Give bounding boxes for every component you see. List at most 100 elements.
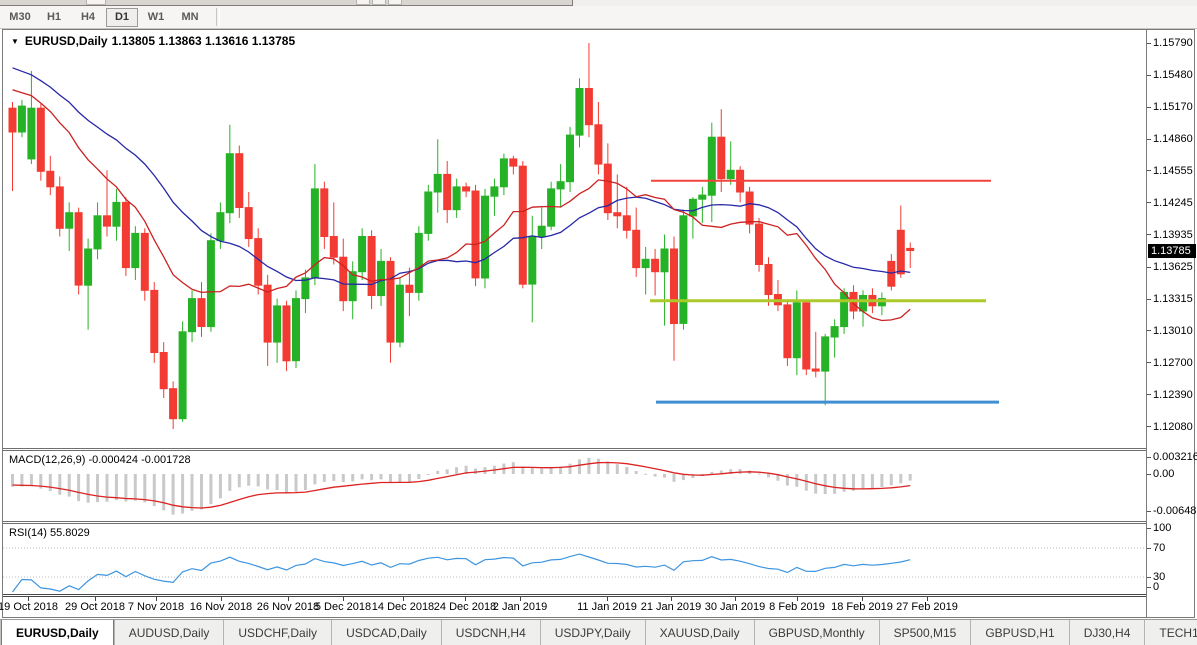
symbol-tab-xauusd-daily[interactable]: XAUUSD,Daily xyxy=(644,620,754,645)
candle-bear xyxy=(386,260,395,343)
macd-histogram-bar xyxy=(634,471,638,474)
candle-bear xyxy=(745,191,754,225)
candle-bear xyxy=(622,215,631,231)
candle-bear xyxy=(509,158,518,167)
symbol-tab-usdcnh-h4[interactable]: USDCNH,H4 xyxy=(440,620,540,645)
candle-bull xyxy=(698,194,707,200)
toolbar-notch xyxy=(388,0,402,5)
current-price-tag: 1.13785 xyxy=(1148,244,1196,258)
rsi-tick-label: 30 xyxy=(1153,571,1166,583)
macd-histogram-bar xyxy=(332,474,336,481)
date-tick-label: 5 Dec 2018 xyxy=(314,601,372,613)
price-axis[interactable]: 1.15790 1.15480 1.15170 1.14860 1.14555 1.142… xyxy=(1146,30,1197,617)
macd-histogram-bar xyxy=(842,474,846,492)
candle-bull xyxy=(660,248,669,273)
macd-histogram-bar xyxy=(568,463,572,474)
time-axis[interactable]: 19 Oct 2018 29 Oct 2018 7 Nov 2018 16 Nov 2… xyxy=(0,597,1146,617)
price-tick-mark xyxy=(1147,394,1151,395)
date-tick-label: 21 Jan 2019 xyxy=(640,601,702,613)
rsi-chart[interactable] xyxy=(3,524,1146,594)
panel-divider[interactable] xyxy=(3,521,1146,524)
date-tick-label: 11 Jan 2019 xyxy=(577,601,637,613)
date-tick-label: 7 Nov 2018 xyxy=(127,601,185,613)
symbol-tab-audusd-daily[interactable]: AUDUSD,Daily xyxy=(113,620,224,645)
candle-bull xyxy=(178,331,187,420)
price-tick-mark xyxy=(1147,43,1151,44)
panel-divider[interactable] xyxy=(3,448,1146,451)
price-tick-label: 1.15170 xyxy=(1153,101,1193,113)
macd-panel[interactable]: MACD(12,26,9) -0.000424 -0.001728 xyxy=(3,451,1146,521)
macd-histogram-bar xyxy=(58,474,62,495)
symbol-tab-usdchf-daily[interactable]: USDCHF,Daily xyxy=(223,620,331,645)
date-tick-label: 29 Oct 2018 xyxy=(65,601,125,613)
candle-bear xyxy=(896,229,905,275)
candlestick-chart[interactable] xyxy=(3,30,1146,448)
candle-bull xyxy=(792,302,801,359)
macd-histogram-bar xyxy=(719,470,723,474)
main-chart-panel[interactable]: ▼ EURUSD,Daily 1.13805 1.13863 1.13616 1.1… xyxy=(3,30,1146,448)
macd-histogram-bar xyxy=(417,474,421,480)
candle-bull xyxy=(547,188,556,227)
collapse-chart-icon[interactable]: ▼ xyxy=(11,37,19,46)
candle-bear xyxy=(613,212,622,217)
macd-histogram-bar xyxy=(833,474,837,494)
date-tick-mark xyxy=(735,597,736,601)
candle-bear xyxy=(670,248,678,324)
macd-histogram-bar xyxy=(313,474,317,485)
macd-tick-mark xyxy=(1147,457,1151,458)
timeframe-button-m30[interactable]: M30 xyxy=(9,10,31,23)
candle-bull xyxy=(499,158,508,188)
macd-tick-mark xyxy=(1147,511,1151,512)
macd-histogram-bar xyxy=(152,474,156,507)
chart-symbol-label: EURUSD,Daily xyxy=(24,34,108,48)
macd-histogram-bar xyxy=(133,474,137,501)
price-tick-mark xyxy=(1147,267,1151,268)
candle-bear xyxy=(764,264,773,295)
symbol-tab-usdjpy-daily[interactable]: USDJPY,Daily xyxy=(539,620,645,645)
candle-bull xyxy=(358,236,367,273)
candle-bear xyxy=(811,368,820,372)
symbol-tab-gbpusd-monthly[interactable]: GBPUSD,Monthly xyxy=(753,620,879,645)
macd-histogram-bar xyxy=(795,474,799,487)
macd-histogram-bar xyxy=(86,474,90,503)
macd-histogram-bar xyxy=(341,474,345,482)
candle-bull xyxy=(65,212,74,229)
candle-bull xyxy=(225,153,234,214)
timeframe-button-mn[interactable]: MN xyxy=(181,10,199,23)
candle-bear xyxy=(197,298,206,328)
timeframe-button-h1[interactable]: H1 xyxy=(46,10,62,23)
candle-bear xyxy=(518,165,527,285)
rsi-tick-label: 70 xyxy=(1153,542,1166,554)
symbol-tab-eurusd-daily[interactable]: EURUSD,Daily xyxy=(1,620,114,645)
macd-histogram-bar xyxy=(615,464,619,474)
tab-bar-grip xyxy=(0,620,1,645)
candle-bull xyxy=(707,136,716,196)
symbol-tab-dj30-h4[interactable]: DJ30,H4 xyxy=(1068,620,1145,645)
macd-histogram-bar xyxy=(653,474,657,477)
macd-histogram-bar xyxy=(445,469,449,474)
macd-histogram-bar xyxy=(266,474,270,490)
macd-histogram-bar xyxy=(691,474,695,478)
price-tick-label: 1.14245 xyxy=(1153,197,1193,209)
rsi-panel[interactable]: RSI(14) 55.8029 xyxy=(3,524,1146,594)
symbol-tab-gbpusd-h1[interactable]: GBPUSD,H1 xyxy=(970,620,1068,645)
date-tick-mark xyxy=(862,597,863,601)
date-tick-mark xyxy=(343,597,344,601)
date-tick-label: 14 Dec 2018 xyxy=(371,601,435,613)
candle-bear xyxy=(802,302,811,370)
symbol-tab-sp500-m15[interactable]: SP500,M15 xyxy=(878,620,971,645)
window-top-strip xyxy=(0,0,1197,6)
symbol-tab-usdcad-daily[interactable]: USDCAD,Daily xyxy=(331,620,441,645)
symbol-tab-tech100-h1[interactable]: TECH100,H1 xyxy=(1144,620,1197,645)
chart-title: ▼ EURUSD,Daily 1.13805 1.13863 1.13616 1.1… xyxy=(11,34,299,48)
timeframe-button-h4[interactable]: H4 xyxy=(80,10,96,23)
candle-bull xyxy=(556,181,565,190)
timeframe-button-w1[interactable]: W1 xyxy=(147,10,165,23)
price-tick-label: 1.13010 xyxy=(1153,325,1193,337)
candle-bear xyxy=(121,201,130,269)
macd-chart[interactable] xyxy=(3,451,1146,521)
rsi-tick-mark xyxy=(1147,548,1151,549)
date-tick-mark xyxy=(95,597,96,601)
timeframe-button-d1[interactable]: D1 xyxy=(106,7,138,27)
timeframe-toolbar: M30 H1 H4 D1 W1 MN xyxy=(0,6,1197,29)
